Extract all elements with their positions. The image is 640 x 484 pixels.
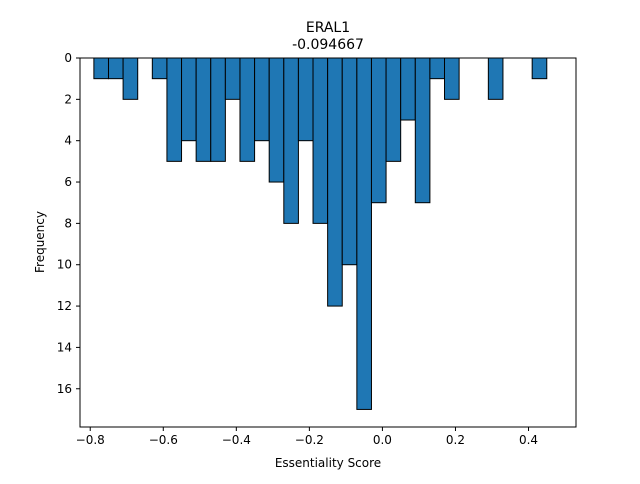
histogram-bar-25 [531, 57, 548, 80]
histogram-bar-9 [239, 57, 256, 162]
x-axis-ticks: −0.8 −0.6 −0.4 −0.2 0.0 0.2 0.4 [76, 427, 538, 447]
x-axis-title: Essentiality Score [275, 456, 381, 470]
chart-title: ERAL1 [306, 20, 350, 36]
histogram-bar-16 [341, 57, 358, 266]
x-tick-label-2: −0.4 [222, 433, 251, 447]
histogram-bar-17 [356, 57, 372, 410]
x-tick-label-5: 0.2 [446, 433, 465, 447]
y-tick-label-4: 8 [64, 216, 72, 230]
histogram-bar-7 [210, 57, 226, 162]
y-axis-title: Frequency [33, 211, 47, 273]
histogram-bar-11 [268, 57, 285, 183]
y-axis-ticks: 0 2 4 6 8 10 12 14 16 [57, 51, 80, 396]
histogram-bar-10 [254, 57, 270, 142]
histogram-bar-3 [151, 57, 168, 80]
histogram-bar-6 [195, 57, 212, 162]
y-tick-label-1: 2 [64, 92, 72, 106]
x-tick-label-1: −0.6 [149, 433, 178, 447]
histogram-bar-0 [93, 57, 109, 80]
x-tick-label-6: 0.4 [519, 433, 538, 447]
histogram-bar-24 [487, 57, 504, 100]
y-tick-label-2: 4 [64, 134, 72, 148]
histogram-bar-18 [370, 57, 387, 204]
y-tick-label-7: 14 [57, 340, 72, 354]
chart-subtitle: -0.094667 [292, 37, 364, 53]
histogram-bar-23 [444, 57, 460, 100]
histogram-bar-13 [297, 57, 314, 142]
bars-group [93, 57, 548, 410]
y-tick-label-0: 0 [64, 51, 72, 65]
x-tick-label-3: −0.2 [295, 433, 324, 447]
y-tick-label-8: 16 [57, 382, 72, 396]
histogram-bar-15 [327, 57, 343, 307]
histogram-bar-8 [224, 57, 241, 100]
y-tick-label-5: 10 [57, 258, 72, 272]
histogram-bar-19 [385, 57, 402, 162]
histogram-bar-4 [166, 57, 183, 162]
histogram-bar-20 [400, 57, 416, 121]
histogram-bar-21 [414, 57, 431, 204]
histogram-bar-14 [312, 57, 329, 224]
plot-frame [79, 57, 577, 428]
histogram-bar-1 [107, 57, 124, 80]
y-tick-label-6: 12 [57, 299, 72, 313]
x-tick-label-4: 0.0 [373, 433, 392, 447]
y-tick-label-3: 6 [64, 175, 72, 189]
x-tick-label-0: −0.8 [76, 433, 105, 447]
histogram-bar-22 [429, 57, 446, 80]
histogram-bar-5 [181, 57, 197, 142]
histogram-bar-2 [122, 57, 139, 100]
histogram-bar-12 [283, 57, 299, 224]
